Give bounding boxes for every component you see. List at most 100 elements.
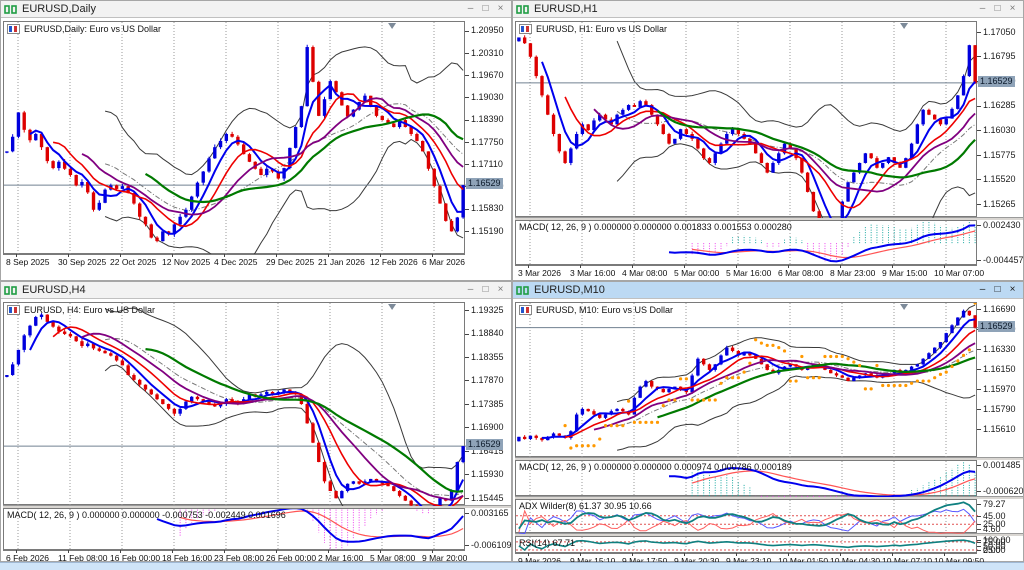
sar-dot [667,398,671,402]
close-button[interactable]: × [497,3,504,14]
macd-pane-canvas[interactable]: MACD( 12, 26, 9 ) 0.000000 0.000000 0.00… [515,460,977,497]
sar-dot [794,379,798,383]
sar-dot [609,424,613,428]
macd-pane-canvas[interactable]: MACD( 12, 26, 9 ) 0.000000 0.000000 0.00… [515,220,977,266]
price-scale-tick: 1.20950 [465,25,504,35]
macd-scale[interactable]: 0.003165 -0.006109 [465,508,512,550]
price-scale-tick: 1.17750 [465,137,504,147]
time-scale[interactable]: 9 Mar 2026 9 Mar 15:10 9 Mar 17:50 9 Mar 20… [515,553,984,568]
time-scale-tick: 4 Mar 08:00 [622,265,668,278]
maximize-button[interactable]: □ [994,3,1001,14]
sar-dot [904,383,908,388]
close-button[interactable]: × [1009,3,1016,14]
price-chart-canvas[interactable]: EURUSD, H4: Euro vs US Dollar [3,302,466,506]
price-chart-svg [4,303,466,506]
sar-dot [840,354,844,359]
sar-dot [817,376,821,380]
sar-dot [673,398,677,402]
minimize-button[interactable]: – [467,284,474,295]
macd-pane-canvas[interactable]: MACD( 12, 26, 9 ) 0.000000 0.000000 -0.0… [3,508,465,551]
minimize-button[interactable]: – [467,3,474,14]
sar-dot [973,303,977,305]
time-scale-tick: 5 Mar 08:00 [370,550,416,563]
time-scale-tick: 2 Mar 16:00 [318,550,364,563]
price-scale-tick: 1.16150 [977,364,1016,374]
rsi-scale[interactable]: 100.00 75.00 50.00 25.00 0.00 [977,535,1023,555]
price-scale-tick: 1.17110 [465,159,503,169]
price-chart-canvas[interactable]: EURUSD, H1: Euro vs US Dollar [515,21,978,218]
window-titlebar[interactable]: EURUSD,H4 – □ × [1,282,511,299]
sar-dot [638,420,642,424]
close-button[interactable]: × [1009,284,1016,295]
pane-splitter[interactable] [3,505,511,508]
ma-slow-line [81,97,464,216]
price-chart-canvas[interactable]: EURUSD, M10: Euro vs US Dollar [515,302,978,458]
price-scale-tick: 1.19670 [465,70,504,80]
sar-dot [586,444,590,448]
adx-scale[interactable]: 79.27 45.00 25.00 4.60 [977,499,1023,534]
sar-dot [575,444,579,448]
price-scale[interactable]: 1.166901.165101.163301.161501.159701.157… [977,302,1023,457]
pane-splitter[interactable] [515,533,1023,536]
macd-scale[interactable]: 0.001485 -0.000620 [977,460,1024,496]
candles [517,35,977,218]
price-scale-tick: 1.15775 [977,150,1016,160]
price-scale[interactable]: 1.20950 1.20310 1.19670 1.19030 1.18390 1.177… [465,21,511,254]
minimize-button[interactable]: – [979,3,986,14]
time-scale-tick: 8 Sep 2025 [6,254,50,267]
shift-marker-icon [388,304,397,310]
macd-main-line [156,509,464,543]
sar-dot [748,361,752,365]
maximize-button[interactable]: □ [482,3,489,14]
sar-dot [754,338,758,342]
time-scale-tick: 10 Mar 04:30 [830,553,881,566]
ma-slow-line [593,342,976,431]
price-scale-tick: 1.18390 [465,114,504,124]
maximize-button[interactable]: □ [482,284,489,295]
chart-legend-label: EURUSD, H4: Euro vs US Dollar [24,305,156,315]
sar-dot [938,372,943,376]
time-scale[interactable]: 6 Feb 2026 11 Feb 08:00 16 Feb 00:00 18 Feb… [3,550,467,565]
indicator-scale-tick: 4.60 [977,524,1001,534]
envelope-upper-line [104,307,464,470]
pane-splitter[interactable] [515,457,1023,460]
window-titlebar[interactable]: EURUSD,Daily – □ × [1,1,511,18]
window-titlebar[interactable]: EURUSD,H1 – □ × [513,1,1023,18]
close-button[interactable]: × [497,284,504,295]
sar-dot [811,376,816,380]
price-scale[interactable]: 1.170501.167951.165401.162851.160301.157… [977,21,1023,217]
window-titlebar[interactable]: EURUSD,M10 – □ × [513,282,1023,299]
macd-label: MACD( 12, 26, 9 ) 0.000000 0.000000 0.00… [519,222,792,232]
time-scale[interactable]: 3 Mar 2026 3 Mar 16:00 4 Mar 08:00 5 Mar 00… [515,265,984,280]
price-scale-tick: 1.15445 [465,493,504,503]
adx-pane-canvas[interactable]: ADX Wilder(8) 61.37 30.95 10.66 [515,499,978,534]
pane-splitter[interactable] [515,496,1023,499]
price-chart-svg [4,22,466,255]
minimize-button[interactable]: – [979,284,986,295]
rsi-label: RSI(14) 67.71 [519,538,576,548]
rsi-pane-canvas[interactable]: RSI(14) 67.71 [515,536,978,554]
sar-dot [961,353,966,358]
ma-slowest-line [657,356,976,419]
macd-scale[interactable]: 0.002430 -0.004457 [977,220,1024,265]
ma-mid-line [564,96,976,209]
maximize-button[interactable]: □ [994,284,1001,295]
price-chart-canvas[interactable]: EURUSD,Daily: Euro vs US Dollar [3,21,466,255]
indicator-scale-tick: -0.004457 [977,255,1024,265]
chart-legend: EURUSD, H4: Euro vs US Dollar [7,305,155,315]
envelope-upper-line [616,40,976,132]
time-scale[interactable]: 8 Sep 2025 30 Sep 2025 22 Oct 2025 12 Nov 2… [3,254,465,269]
sar-dot [967,348,971,352]
pane-splitter[interactable] [515,217,1023,220]
ma-slow-line [593,108,976,193]
sar-dot [852,360,856,364]
price-scale-tick: 1.17385 [465,399,504,409]
sar-dot [580,444,585,448]
adx-minus-di-line [518,509,976,534]
price-scale[interactable]: 1.19325 1.18840 1.18355 1.17870 1.17385 1.169… [465,302,511,505]
price-scale-tick: 1.15930 [465,469,504,479]
time-scale-tick: 9 Mar 15:00 [882,265,928,278]
indicator-scale-tick: 0.003165 [465,508,509,518]
time-scale-tick: 3 Mar 2026 [518,265,561,278]
sar-dot [713,398,717,402]
